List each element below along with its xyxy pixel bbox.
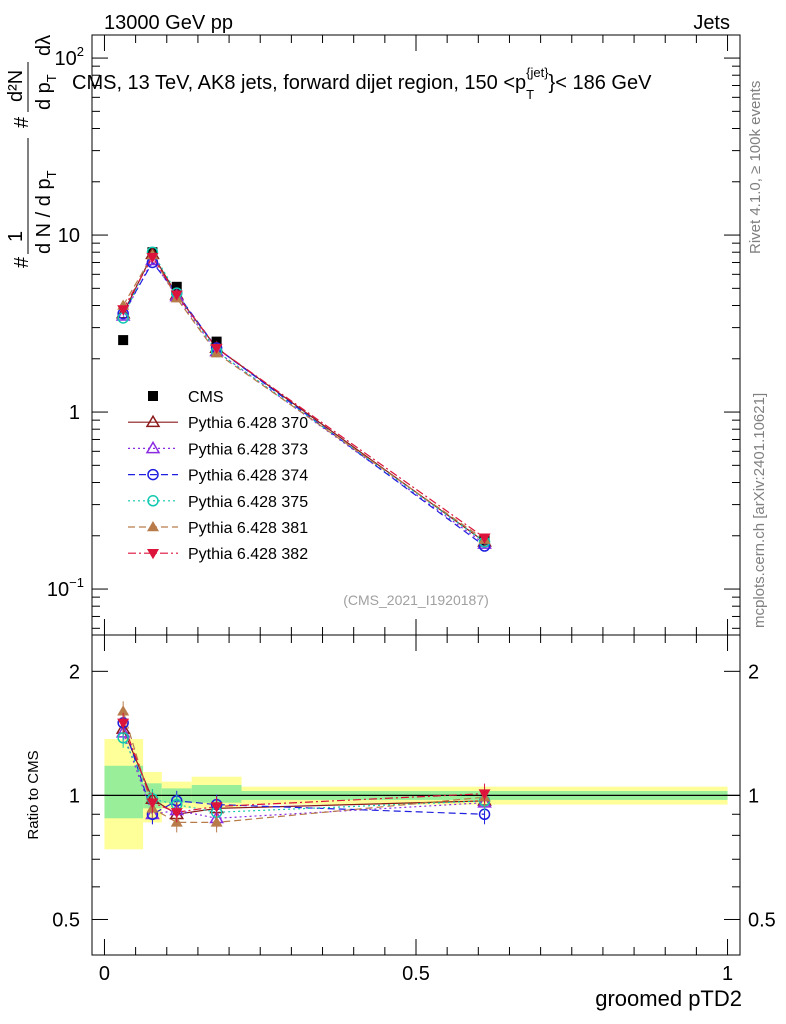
svg-text:dλ: dλ: [33, 35, 55, 56]
ratio-y-tick-label-right: 0.5: [748, 909, 776, 931]
svg-text:#: #: [11, 256, 33, 268]
chart-title: CMS, 13 TeV, AK8 jets, forward dijet reg…: [72, 65, 652, 102]
ratio-x-tick-label: 1: [722, 963, 733, 985]
legend-marker: [147, 495, 159, 507]
main-series-line: [122, 261, 485, 547]
legend-label: Pythia 6.428 374: [188, 468, 308, 485]
ratio-y-tick-label: 2: [69, 661, 80, 683]
legend-marker: [147, 468, 159, 481]
main-series-line: [122, 253, 485, 541]
ratio-y-tick-label-right: 2: [748, 661, 759, 683]
main-y-axis: 10−1 1 10 102: [47, 44, 740, 629]
main-y-tick-label: 10: [58, 225, 80, 247]
main-y-label: # 1 d N / d pT # d²N d pT dλ: [5, 35, 59, 268]
analysis-id: (CMS_2021_I1920187): [343, 592, 489, 608]
ratio-band-inner: [104, 765, 144, 819]
main-x-ticks: [103, 35, 729, 635]
main-y-tick-label: 10−1: [47, 575, 84, 601]
main-frame: [91, 34, 741, 636]
ratio-data-point: [117, 705, 130, 716]
legend: CMS Pythia 6.428 370 Pythia 6.428 373 Pythi…: [128, 389, 308, 563]
x-axis-label: groomed pTD2: [595, 986, 742, 1011]
main-y-tick-label: 102: [55, 44, 84, 70]
legend-marker: [148, 391, 158, 401]
legend-marker: [147, 521, 159, 532]
ratio-x-axis: 0 0.5 1: [99, 635, 733, 985]
ratio-y-tick-label: 0.5: [52, 909, 80, 931]
svg-text:d pT: d pT: [33, 74, 59, 110]
ratio-markers-layer: [115, 701, 492, 833]
header-left: 13000 GeV pp: [104, 12, 233, 34]
ratio-y-tick-label: 1: [69, 785, 80, 807]
ratio-x-tick-label: 0: [99, 963, 110, 985]
ratio-data-point: [170, 808, 183, 819]
legend-label: Pythia 6.428 381: [188, 520, 308, 537]
svg-text:d N / d pT: d N / d pT: [33, 170, 59, 254]
ratio-data-point: [146, 798, 159, 809]
ratio-data-point: [117, 718, 130, 729]
main-data-point: [478, 533, 491, 544]
legend-label: CMS: [188, 389, 224, 406]
ratio-bands-layer: [92, 739, 740, 850]
svg-text:d²N: d²N: [5, 70, 27, 102]
ratio-band-inner: [191, 784, 242, 803]
svg-text:#: #: [11, 116, 33, 128]
ratio-series-line: [122, 722, 485, 813]
ratio-data-point: [478, 789, 491, 800]
header-right: Jets: [693, 12, 730, 34]
legend-label: Pythia 6.428 382: [188, 546, 308, 563]
main-data-point: [118, 335, 129, 346]
main-data-point: [146, 252, 159, 264]
legend-label: Pythia 6.428 373: [188, 441, 308, 458]
ratio-data-point: [210, 816, 223, 827]
ratio-y-label: Ratio to CMS: [25, 750, 42, 839]
ratio-series-line: [122, 711, 485, 823]
side-label-mcplots: mcplots.cern.ch [arXiv:2401.10621]: [751, 393, 768, 628]
ratio-x-tick-label: 0.5: [402, 963, 430, 985]
legend-marker: [147, 549, 159, 560]
main-y-tick-label: 1: [69, 402, 80, 424]
main-data-point: [210, 343, 223, 355]
legend-marker: [145, 440, 161, 454]
legend-label: Pythia 6.428 375: [188, 494, 308, 511]
main-data-point: [115, 306, 131, 319]
ratio-y-axis: 0.5 0.5 1 1 2 2: [52, 661, 776, 931]
main-data-point: [171, 281, 182, 292]
main-markers-layer: [115, 246, 492, 552]
main-series-line: [122, 256, 485, 539]
legend-label: Pythia 6.428 370: [188, 415, 308, 432]
svg-text:1: 1: [5, 231, 27, 242]
side-label-rivet: Rivet 4.1.0, ≥ 100k events: [747, 81, 764, 254]
ratio-y-tick-label-right: 1: [748, 785, 759, 807]
ratio-data-point: [210, 802, 223, 813]
main-data-point: [170, 290, 183, 301]
legend-marker: [145, 414, 161, 428]
ratio-series-line: [122, 737, 485, 813]
main-data-point: [117, 305, 130, 316]
